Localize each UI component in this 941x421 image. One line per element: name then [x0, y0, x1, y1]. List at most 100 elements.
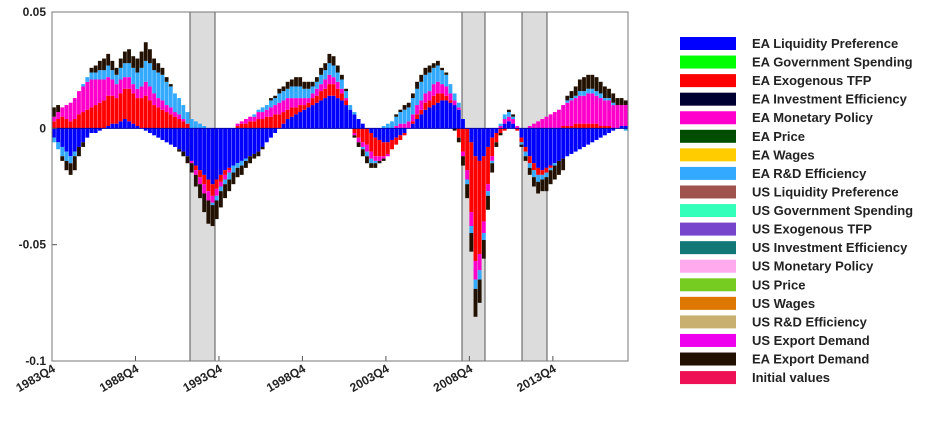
bar-segment [461, 119, 465, 129]
bar-segment [444, 72, 449, 75]
bar-segment [502, 123, 507, 129]
bar-segment [323, 63, 328, 71]
bar-segment [68, 102, 73, 122]
bar-segment [410, 114, 415, 122]
bar-segment [394, 116, 399, 127]
bar-segment [410, 123, 415, 129]
bar-segment [273, 95, 278, 99]
bar-segment [239, 123, 244, 129]
bar-segment [536, 128, 541, 168]
bar-segment [402, 105, 407, 110]
bar-segment [398, 128, 403, 136]
bar-segment [569, 91, 574, 99]
x-tick-label: 2003Q4 [347, 361, 391, 395]
bar-segment [206, 200, 211, 224]
bar-segment [331, 77, 336, 85]
bar-segment [523, 156, 528, 161]
bar-segment [582, 91, 586, 96]
bar-segment [619, 126, 624, 129]
bar-segment [519, 128, 524, 138]
bar-segment [381, 142, 386, 157]
bar-segment [452, 128, 457, 131]
bar-segment [239, 121, 244, 124]
bar-segment [131, 56, 136, 68]
bar-segment [506, 116, 511, 122]
legend-label: EA Investment Efficiency [752, 92, 908, 107]
bar-segment [114, 98, 119, 124]
bar-segment [590, 93, 595, 124]
bar-segment [252, 114, 257, 117]
x-tick-label: 1988Q4 [97, 361, 141, 395]
bar-segment [114, 123, 119, 129]
bar-segment [210, 202, 215, 206]
bar-segment [298, 105, 303, 113]
bar-segment [385, 153, 390, 157]
bar-segment [344, 88, 349, 92]
bar-segment [189, 128, 194, 161]
bar-segment [369, 151, 374, 159]
bar-segment [239, 165, 244, 175]
bar-segment [582, 128, 586, 147]
legend-label: EA Monetary Policy [752, 110, 874, 125]
bar-segment [185, 128, 190, 157]
bar-segment [323, 79, 328, 89]
bar-segment [415, 119, 419, 129]
bar-segment [373, 137, 378, 157]
bar-segment [214, 128, 219, 180]
bar-segment [494, 132, 499, 143]
legend-swatch [680, 148, 736, 162]
bar-segment [189, 119, 194, 129]
bar-segment [602, 126, 607, 129]
bar-segment [302, 81, 307, 89]
bar-segment [289, 86, 294, 99]
bar-segment [557, 109, 561, 129]
bar-segment [81, 84, 86, 87]
bar-segment [110, 79, 115, 96]
bar-segment [615, 105, 620, 129]
bar-segment [277, 114, 282, 129]
bar-segment [260, 119, 265, 129]
bar-segment [102, 79, 106, 101]
bar-segment [64, 128, 69, 152]
bar-segment [56, 128, 61, 143]
bar-segment [218, 191, 223, 208]
bar-segment [486, 128, 490, 147]
bar-segment [427, 107, 432, 129]
bar-segment [490, 137, 495, 157]
bar-segment [310, 105, 315, 129]
bar-segment [256, 109, 261, 113]
bar-segment [198, 177, 202, 185]
bar-segment [285, 81, 290, 89]
bar-segment [181, 151, 186, 157]
bar-segment [260, 128, 265, 147]
bar-segment [444, 86, 449, 96]
bar-segment [552, 128, 557, 164]
bar-segment [490, 128, 495, 138]
bar-segment [127, 88, 131, 122]
bar-segment [381, 156, 386, 159]
bar-segment [352, 112, 357, 115]
bar-segment [122, 51, 127, 64]
bar-segment [436, 60, 440, 66]
bar-segment [577, 79, 582, 92]
bar-segment [527, 167, 532, 175]
bar-segment [577, 128, 582, 150]
bar-segment [565, 128, 570, 157]
bar-segment [594, 128, 599, 140]
bar-segment [214, 200, 219, 220]
bar-segment [214, 179, 219, 189]
bar-segment [156, 107, 161, 129]
bar-segment [577, 95, 582, 124]
bar-segment [352, 135, 357, 138]
bar-segment [569, 128, 574, 154]
bar-segment [239, 160, 244, 166]
bar-segment [277, 88, 282, 94]
bar-segment [323, 98, 328, 129]
bar-segment [390, 139, 394, 150]
bar-segment [611, 93, 616, 103]
bar-segment [131, 84, 136, 94]
bar-segment [448, 93, 453, 101]
legend-swatch [680, 352, 736, 366]
bar-segment [81, 142, 86, 147]
bar-segment [52, 116, 56, 122]
